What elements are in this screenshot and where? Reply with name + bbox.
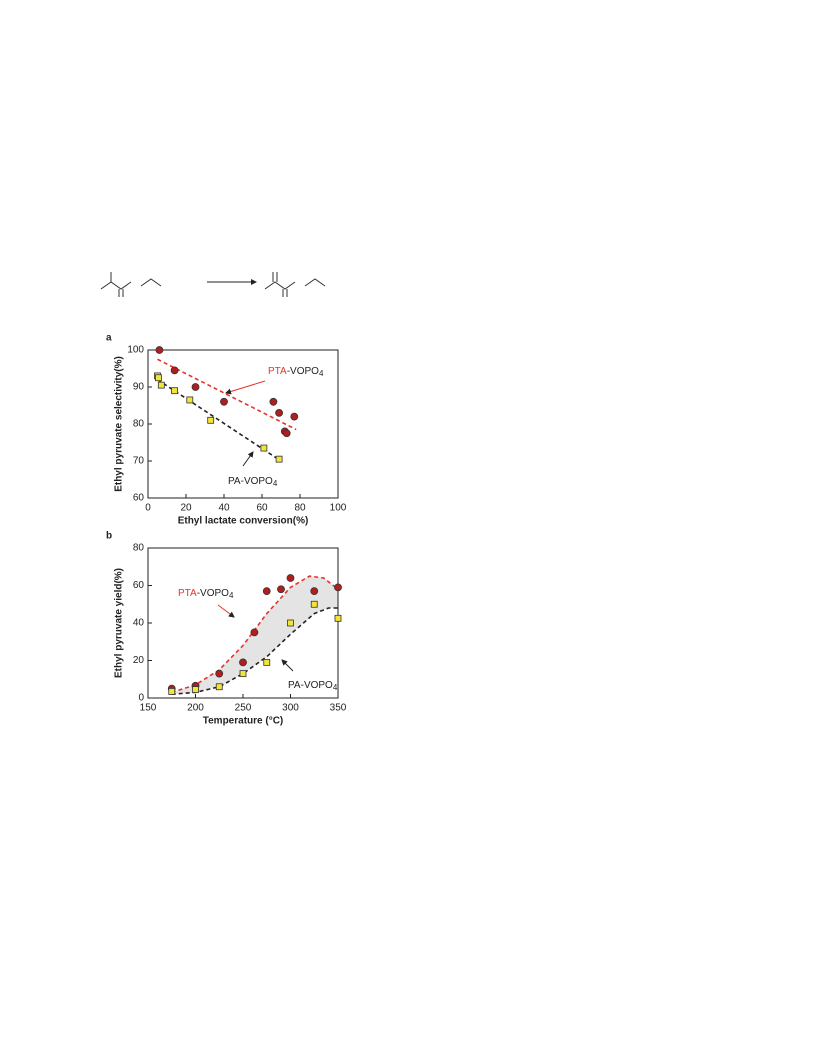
x-tick-label: 80 [294,503,306,514]
data-point [263,658,271,666]
reaction-scheme [100,272,326,297]
annotation-arrow [281,659,294,672]
data-point [310,587,319,596]
fit-line [157,358,297,431]
data-point [334,583,342,592]
x-tick-label: 150 [140,703,157,714]
annotation-part: 4 [229,591,234,600]
data-point [171,387,179,395]
annotation-part: PTA [268,366,287,377]
x-tick-label: 350 [330,703,347,714]
y-tick-label: 60 [133,580,145,591]
fit-line [157,378,282,462]
data-point [157,381,165,389]
data-point [290,412,299,421]
panel-label: b [106,531,112,542]
annotation-part: 4 [333,683,338,692]
bond [140,278,162,287]
data-point [207,416,215,424]
annotation-part: PA [288,680,301,691]
data-point [277,585,285,594]
data-point [215,669,224,678]
x-tick-label: 300 [282,703,299,714]
x-axis-label: Ethyl lactate conversion(%) [178,516,309,527]
x-tick-label: 40 [218,503,230,514]
bond [304,278,326,287]
annotation-part: 4 [273,479,278,488]
data-point [275,455,283,463]
annotation-part: PTA [178,588,197,599]
data-point [334,614,342,622]
y-axis-label: Ethyl pyruvate yield(%) [114,568,125,678]
annotation: PA-VOPO4 [288,680,338,692]
y-tick-label: 60 [133,493,145,504]
data-point [262,587,271,596]
y-tick-label: 0 [138,693,144,704]
data-point [310,600,318,608]
y-tick-label: 20 [133,655,145,666]
data-point [168,688,176,695]
data-point [287,619,294,627]
annotation-arrow [242,451,254,467]
y-tick-label: 80 [133,419,145,430]
annotation: PTA-VOPO4 [268,366,324,378]
annotation-part: 4 [319,369,324,378]
data-point [269,397,278,406]
fit-line [171,575,339,694]
x-tick-label: 0 [145,503,151,514]
data-point [155,374,162,382]
data-point [192,686,199,693]
data-point [220,397,228,406]
data-point [275,408,284,417]
data-point [239,658,247,667]
data-point [239,670,247,678]
annotation: PA-VOPO4 [228,476,278,488]
data-point [215,683,223,691]
fit-line [171,607,338,696]
annotation-part: -VOPO [197,588,229,599]
annotation-arrow [225,380,266,395]
x-tick-label: 100 [330,503,347,514]
y-tick-label: 70 [133,456,145,467]
y-axis-label: Ethyl pyruvate selectivity(%) [114,356,125,492]
x-tick-label: 60 [256,503,268,514]
annotation-part: PA [228,476,241,487]
annotation-arrow [217,604,235,618]
data-point [186,396,194,404]
panel-label: a [106,333,112,344]
data-point [191,383,200,391]
y-tick-label: 80 [133,543,145,554]
data-point [282,429,291,438]
reactant-skeleton [100,281,132,290]
data-point [250,628,259,637]
x-axis-label: Temperature (°C) [203,716,284,727]
x-tick-label: 200 [187,703,204,714]
annotation-part: -VOPO [301,680,333,691]
x-tick-label: 20 [180,503,192,514]
annotation-part: -VOPO [241,476,273,487]
x-tick-label: 250 [235,703,252,714]
y-tick-label: 40 [133,618,145,629]
product-skeleton [264,281,296,290]
y-tick-label: 100 [127,345,144,356]
data-point [170,366,179,375]
data-point [286,574,295,582]
annotation-part: -VOPO [287,366,319,377]
y-tick-label: 90 [133,382,145,393]
data-point [155,346,164,354]
data-point [260,444,268,452]
annotation: PTA-VOPO4 [178,588,234,600]
